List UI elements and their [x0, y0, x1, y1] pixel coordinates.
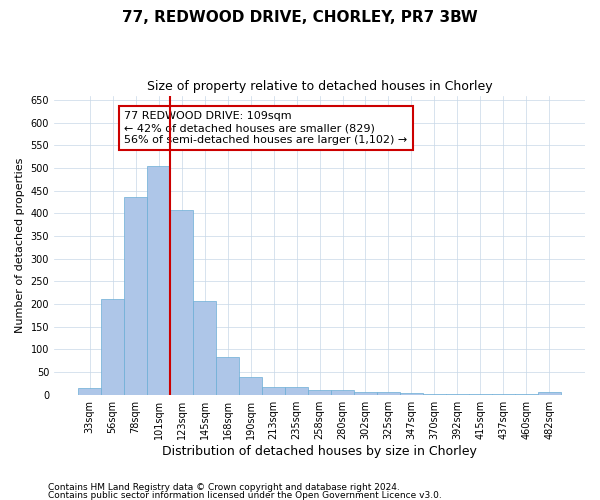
Text: 77, REDWOOD DRIVE, CHORLEY, PR7 3BW: 77, REDWOOD DRIVE, CHORLEY, PR7 3BW	[122, 10, 478, 25]
Bar	[124, 197, 147, 394]
Bar	[101, 298, 124, 394]
Text: 77 REDWOOD DRIVE: 109sqm
← 42% of detached houses are smaller (829)
56% of semi-: 77 REDWOOD DRIVE: 109sqm ← 42% of detach…	[124, 112, 407, 144]
Bar	[308, 390, 331, 394]
Text: Contains public sector information licensed under the Open Government Licence v3: Contains public sector information licen…	[48, 490, 442, 500]
Bar	[239, 378, 262, 394]
Bar	[538, 392, 561, 394]
Bar	[354, 392, 377, 394]
X-axis label: Distribution of detached houses by size in Chorley: Distribution of detached houses by size …	[162, 444, 477, 458]
Bar	[193, 301, 216, 394]
Y-axis label: Number of detached properties: Number of detached properties	[15, 158, 25, 333]
Text: Contains HM Land Registry data © Crown copyright and database right 2024.: Contains HM Land Registry data © Crown c…	[48, 484, 400, 492]
Bar	[331, 390, 354, 394]
Bar	[216, 356, 239, 395]
Bar	[78, 388, 101, 394]
Bar	[147, 166, 170, 394]
Bar	[285, 386, 308, 394]
Title: Size of property relative to detached houses in Chorley: Size of property relative to detached ho…	[147, 80, 493, 93]
Bar	[377, 392, 400, 394]
Bar	[170, 210, 193, 394]
Bar	[262, 386, 285, 394]
